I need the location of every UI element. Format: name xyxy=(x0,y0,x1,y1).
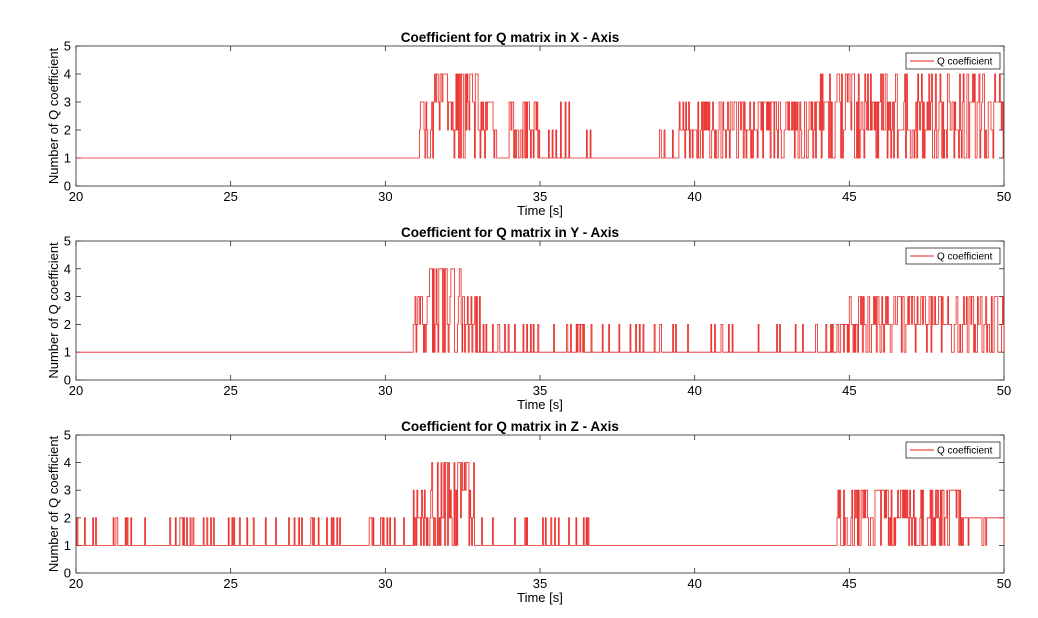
y-tick-label: 2 xyxy=(64,123,71,138)
plot-area xyxy=(75,240,1005,381)
x-tick-label: 45 xyxy=(842,383,856,398)
y-tick-label: 1 xyxy=(64,538,71,553)
x-tick-label: 45 xyxy=(842,576,856,591)
chart-title: Coefficient for Q matrix in Y - Axis xyxy=(401,225,619,240)
y-tick-label: 4 xyxy=(64,261,71,276)
x-tick-label: 25 xyxy=(223,383,237,398)
y-tick-label: 4 xyxy=(64,455,71,470)
y-tick-label: 1 xyxy=(64,345,71,360)
x-tick-label: 20 xyxy=(69,576,83,591)
x-tick-label: 35 xyxy=(533,383,547,398)
y-tick-label: 1 xyxy=(64,151,71,166)
x-axis-label: Time [s] xyxy=(517,590,563,605)
y-tick-label: 5 xyxy=(64,39,71,54)
x-tick-label: 50 xyxy=(997,576,1011,591)
series-line-q-coefficient xyxy=(76,268,1005,353)
legend-entry: Q coefficient xyxy=(937,446,993,457)
chart-title: Coefficient for Q matrix in Z - Axis xyxy=(401,419,619,434)
x-tick-label: 40 xyxy=(687,576,701,591)
x-tick-label: 25 xyxy=(223,576,237,591)
y-tick-label: 0 xyxy=(64,566,71,581)
x-tick-label: 50 xyxy=(997,383,1011,398)
y-tick-label: 5 xyxy=(64,428,71,443)
series-line-q-coefficient xyxy=(76,462,1005,546)
legend xyxy=(905,441,1001,459)
x-tick-label: 30 xyxy=(378,189,392,204)
legend xyxy=(905,247,1001,265)
chart-title: Coefficient for Q matrix in X - Axis xyxy=(401,30,620,45)
y-axis-label: Number of Q coefficient xyxy=(46,435,61,572)
x-tick-label: 50 xyxy=(997,189,1011,204)
x-tick-label: 45 xyxy=(842,189,856,204)
series-line-q-coefficient xyxy=(76,73,1004,159)
x-tick-label: 20 xyxy=(69,189,83,204)
x-tick-label: 20 xyxy=(69,383,83,398)
x-tick-label: 40 xyxy=(687,383,701,398)
legend xyxy=(905,52,1001,70)
y-tick-label: 3 xyxy=(64,289,71,304)
y-axis-label: Number of Q coefficient xyxy=(46,242,61,379)
y-tick-label: 4 xyxy=(64,67,71,82)
x-tick-label: 35 xyxy=(533,189,547,204)
y-tick-label: 2 xyxy=(64,510,71,525)
x-axis-label: Time [s] xyxy=(517,203,563,218)
y-tick-label: 5 xyxy=(64,234,71,249)
y-tick-label: 2 xyxy=(64,317,71,332)
y-axis-label: Number of Q coefficient xyxy=(46,47,61,184)
legend-entry: Q coefficient xyxy=(937,57,993,68)
x-axis-label: Time [s] xyxy=(517,397,563,412)
x-tick-label: 30 xyxy=(378,383,392,398)
y-tick-label: 3 xyxy=(64,483,71,498)
x-tick-label: 30 xyxy=(378,576,392,591)
y-tick-label: 0 xyxy=(64,179,71,194)
x-tick-label: 35 xyxy=(533,576,547,591)
x-tick-label: 25 xyxy=(223,189,237,204)
x-tick-label: 40 xyxy=(687,189,701,204)
y-tick-label: 0 xyxy=(64,373,71,388)
legend-entry: Q coefficient xyxy=(937,252,993,263)
y-tick-label: 3 xyxy=(64,95,71,110)
